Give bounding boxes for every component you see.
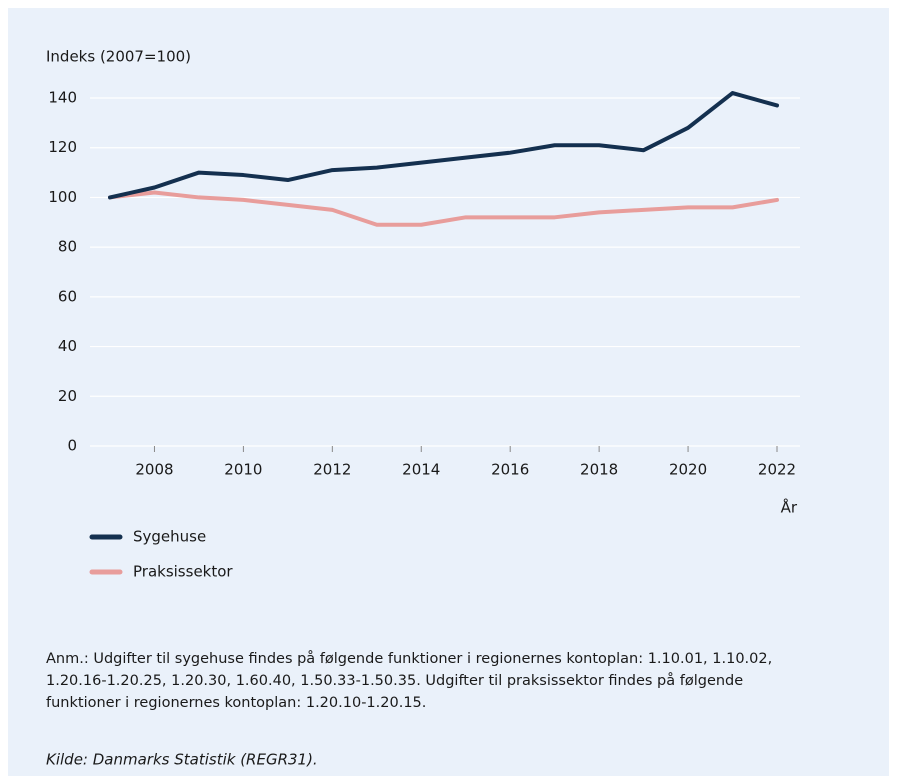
line-series [108, 190, 779, 227]
x-tick-label: 2016 [491, 461, 529, 479]
y-tick-label: 0 [67, 437, 77, 455]
line-series [108, 91, 779, 200]
y-tick-label: 100 [48, 188, 77, 206]
note: funktioner i regionernes kontoplan: 1.20… [46, 695, 426, 711]
y-tick-label: 20 [58, 387, 77, 405]
legend-label: Praksissektor [133, 563, 233, 581]
x-tick-label: 2020 [669, 461, 707, 479]
x-tick-label: 2022 [758, 461, 796, 479]
x-tick-label: 2018 [580, 461, 618, 479]
x-axis-label: År [781, 498, 798, 517]
background [8, 8, 889, 776]
y-tick-label: 60 [58, 287, 77, 305]
y-tick-label: 140 [48, 89, 77, 107]
note: 1.20.16-1.20.25, 1.20.30, 1.60.40, 1.50.… [46, 672, 743, 689]
x-tick-label: 2012 [313, 461, 351, 479]
y-tick-label: 120 [48, 138, 77, 156]
y-tick-label: 80 [58, 238, 77, 256]
x-tick-label: 2010 [224, 461, 262, 479]
legend-label: Sygehuse [133, 528, 206, 546]
x-tick-label: 2014 [402, 461, 440, 479]
x-tick-label: 2008 [135, 461, 173, 479]
y-tick-label: 40 [58, 337, 77, 355]
y-axis-label: Indeks (2007=100) [46, 48, 191, 66]
note: Anm.: Udgifter til sygehuse findes på fø… [46, 650, 772, 667]
source: Kilde: Danmarks Statistik (REGR31). [46, 751, 318, 769]
